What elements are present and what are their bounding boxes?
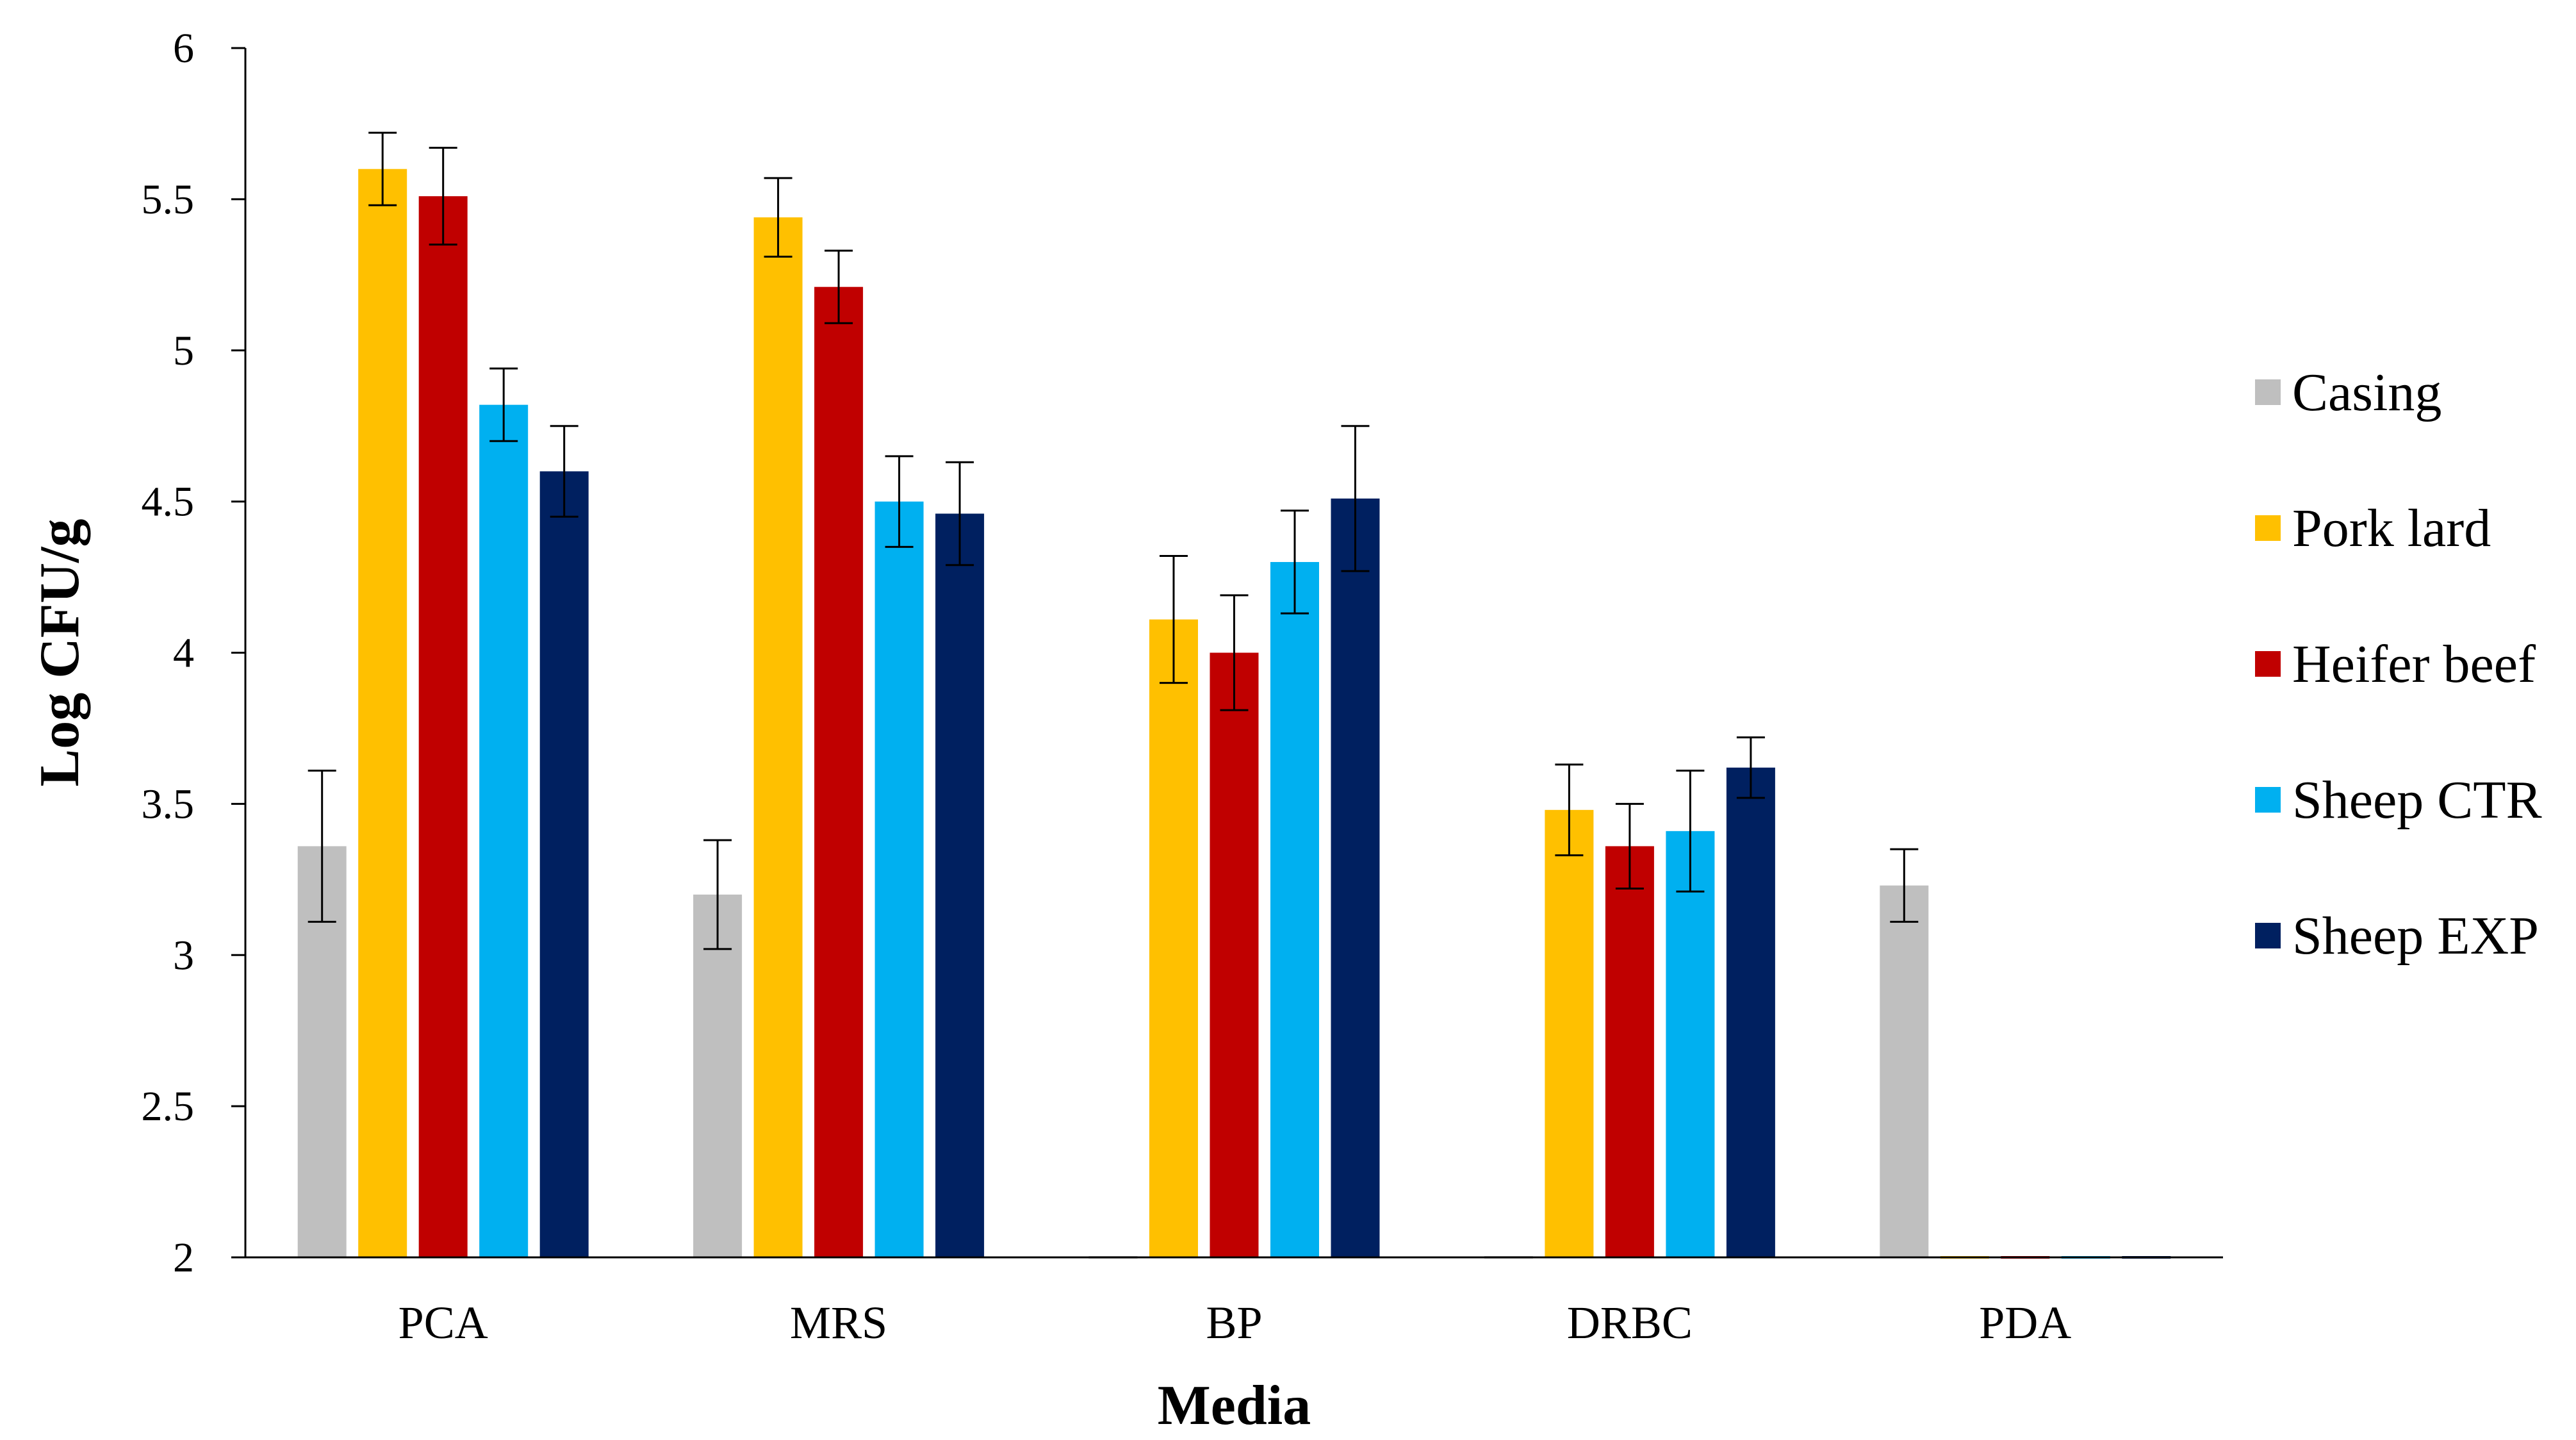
x-axis-title: Media — [1158, 1375, 1311, 1437]
legend-swatch — [2255, 515, 2281, 541]
x-tick-label: MRS — [790, 1297, 887, 1348]
legend-swatch — [2255, 923, 2281, 948]
y-tick-label: 5.5 — [142, 176, 195, 223]
legend-swatch — [2255, 379, 2281, 405]
bar — [874, 501, 924, 1257]
legend-label: Sheep EXP — [2292, 906, 2539, 966]
y-axis-title: Log CFU/g — [29, 519, 91, 787]
x-tick-label: PDA — [1979, 1297, 2071, 1348]
bar — [1545, 809, 1594, 1257]
bar — [693, 894, 742, 1257]
legend-swatch — [2255, 787, 2281, 813]
x-axis-labels: PCA MRS BP DRBC PDA — [398, 1297, 2072, 1348]
bar — [1149, 619, 1198, 1257]
y-tick-label: 4.5 — [142, 479, 195, 526]
legend-swatch — [2255, 651, 2281, 677]
bar — [479, 404, 529, 1257]
y-tick-label: 5 — [173, 327, 194, 374]
legend-item: Casing — [2255, 363, 2441, 422]
bar — [1880, 885, 1929, 1257]
x-tick-label: PCA — [398, 1297, 488, 1348]
bar — [539, 471, 589, 1258]
bar — [1605, 846, 1654, 1257]
legend-label: Pork lard — [2292, 499, 2491, 558]
y-tick-label: 2 — [173, 1234, 194, 1281]
legend-item: Pork lard — [2255, 499, 2491, 558]
y-tick-label: 3.5 — [142, 781, 195, 827]
bar — [1210, 652, 1259, 1257]
legend: Casing Pork lard Heifer beef Sheep CTR Sheep… — [2255, 363, 2542, 966]
error-bars — [308, 131, 1919, 950]
bar — [358, 169, 407, 1258]
bar — [814, 286, 864, 1257]
bar — [1666, 831, 1715, 1257]
bar — [1726, 767, 1775, 1257]
legend-label: Casing — [2292, 363, 2441, 422]
legend-item: Sheep EXP — [2255, 906, 2539, 966]
bars — [297, 169, 2171, 1259]
bar — [1270, 561, 1319, 1257]
y-tick-label: 6 — [173, 25, 194, 72]
legend-item: Heifer beef — [2255, 634, 2536, 694]
legend-item: Sheep CTR — [2255, 770, 2542, 830]
bar — [753, 217, 803, 1258]
legend-label: Heifer beef — [2292, 634, 2536, 694]
bar — [1331, 498, 1380, 1257]
x-tick-label: DRBC — [1567, 1297, 1693, 1348]
x-tick-label: BP — [1206, 1297, 1262, 1348]
y-tick-label: 4 — [173, 630, 194, 677]
bar — [418, 196, 468, 1258]
bar — [935, 513, 985, 1257]
legend-label: Sheep CTR — [2292, 770, 2542, 830]
y-tick-label: 3 — [173, 932, 194, 979]
y-tick-label: 2.5 — [142, 1083, 195, 1130]
y-axis-ticks: 2 2.5 3 3.5 4 4.5 5 5.5 6 — [142, 25, 245, 1281]
